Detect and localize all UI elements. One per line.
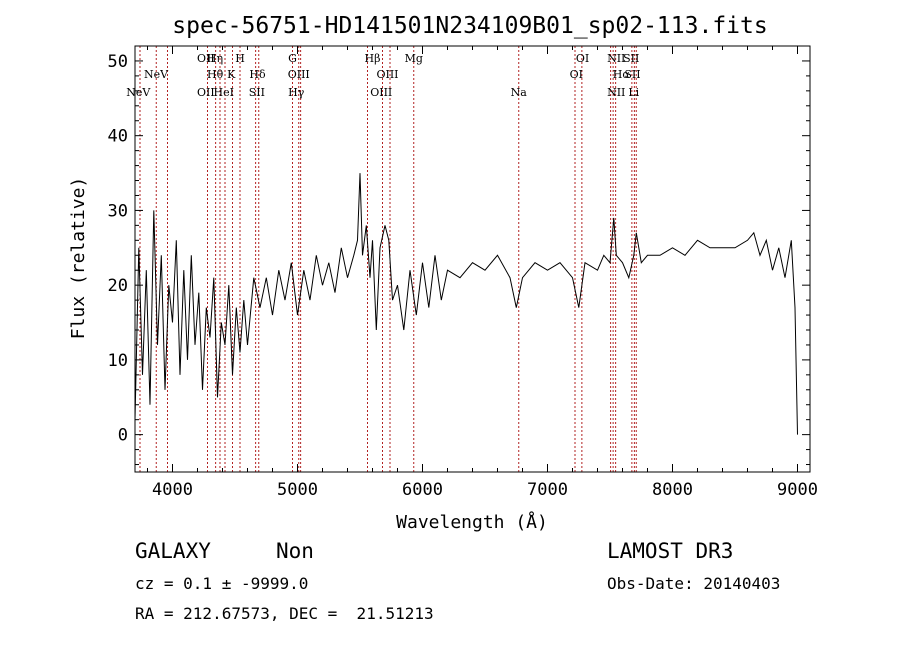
x-axis-label: Wavelength (Å) (396, 511, 548, 533)
coordinates: RA = 212.67573, DEC = 21.51213 (135, 604, 434, 623)
emission-label: HeI (214, 86, 234, 99)
emission-label: NeV (126, 86, 151, 99)
emission-label: K (227, 68, 236, 81)
y-axis-label: Flux (relative) (68, 177, 89, 340)
emission-label: OI (570, 68, 583, 81)
emission-label: SII (623, 52, 639, 65)
emission-label: OIII (370, 86, 392, 99)
emission-label: Hβ (365, 52, 381, 65)
emission-label: Hγ (288, 86, 305, 99)
y-tick-label: 20 (108, 276, 128, 296)
y-tick-label: 0 (118, 426, 128, 446)
emission-label: OIII (288, 68, 310, 81)
emission-label: OIII (376, 68, 398, 81)
y-tick-label: 50 (108, 52, 128, 72)
emission-label: SII (249, 86, 265, 99)
y-tick-label: 30 (108, 201, 128, 221)
obs-date: Obs-Date: 20140403 (607, 574, 781, 593)
emission-label: Li (628, 86, 639, 99)
emission-label: SII (624, 68, 640, 81)
y-tick-label: 40 (108, 127, 128, 147)
emission-label: G (288, 52, 297, 65)
survey-name: LAMOST DR3 (607, 539, 734, 563)
x-tick-label: 6000 (402, 480, 443, 500)
x-tick-label: 8000 (652, 480, 693, 500)
emission-label: Hθ (207, 68, 224, 81)
emission-label: Hα (613, 68, 631, 81)
x-axis-ticks: 4000 5000 6000 7000 8000 9000 (147, 46, 818, 500)
emission-label: Mg (405, 52, 423, 65)
emission-marker-layer (139, 46, 637, 472)
emission-label: NII (607, 52, 625, 65)
flux-line (134, 173, 798, 435)
x-tick-label: 7000 (527, 480, 568, 500)
object-subclass: Non (276, 539, 314, 563)
y-tick-label: 10 (108, 351, 128, 371)
emission-label: OI (576, 52, 589, 65)
spectrum-chart: spec-56751-HD141501N234109B01_sp02-113.f… (68, 13, 818, 533)
redshift-line: cz = 0.1 ± -9999.0 (135, 574, 309, 593)
object-class: GALAXY (135, 539, 211, 563)
x-tick-label: 9000 (777, 480, 818, 500)
emission-label: H (235, 52, 245, 65)
emission-label: Hη (207, 52, 223, 65)
emission-label: Hδ (249, 68, 266, 81)
plot-frame (134, 45, 811, 473)
emission-label: Na (511, 86, 528, 99)
x-tick-label: 5000 (277, 480, 318, 500)
emission-label: OII (197, 86, 215, 99)
emission-label: NeV (144, 68, 169, 81)
y-axis-ticks: 0 10 20 30 40 50 (108, 45, 810, 466)
emission-label: OII (197, 52, 215, 65)
x-tick-label: 4000 (152, 480, 193, 500)
emission-label: NII (607, 86, 625, 99)
chart-title: spec-56751-HD141501N234109B01_sp02-113.f… (172, 13, 767, 39)
